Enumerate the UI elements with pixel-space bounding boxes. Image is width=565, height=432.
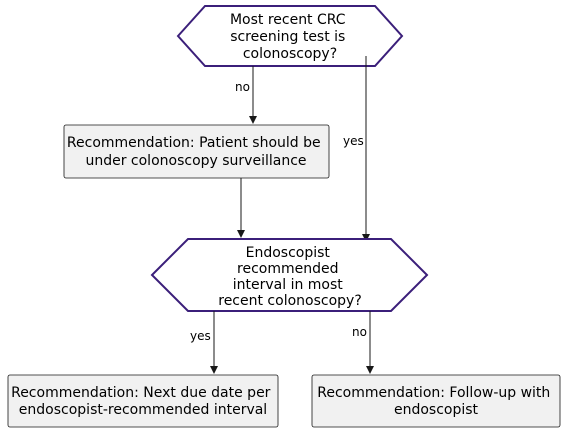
decision-colonoscopy-line-3: colonoscopy? [243,46,337,62]
svg-text:Recommendation: Follow-up with: Recommendation: Follow-up with endoscopi… [317,385,555,418]
edge-label-d1-yes: yes [343,134,364,148]
edge-label-d1-no: no [235,80,250,94]
svg-text:Endoscopist recommended: Endoscopist recommended interval in most… [218,245,362,309]
svg-text:Recommendation: Next due date: Recommendation: Next due date per endosc… [11,385,275,418]
svg-text:Most recent CRC screenin: Most recent CRC screening test is colono… [230,12,350,62]
recommendation-follow-up-line-2: endoscopist [394,402,479,418]
recommendation-next-due: Recommendation: Next due date per endosc… [7,374,279,428]
decision-interval-line-3: interval in most [233,277,344,293]
recommendation-surveillance: Recommendation: Patient should be under … [63,124,330,179]
recommendation-follow-up: Recommendation: Follow-up with endoscopi… [311,374,561,428]
edge-d2-no: no [352,311,374,374]
recommendation-next-due-line-1: Recommendation: Next due date per [11,385,271,401]
decision-colonoscopy: Most recent CRC screening test is colono… [176,5,404,67]
svg-text:Recommendation: Patient should: Recommendation: Patient should be under … [67,135,325,169]
edge-d1-no: no [235,66,257,124]
edge-label-d2-yes: yes [190,329,211,343]
recommendation-follow-up-line-1: Recommendation: Follow-up with [317,385,550,401]
recommendation-surveillance-line-2: under colonoscopy surveillance [85,153,306,169]
edge-d1-yes: yes [343,56,370,242]
edge-surveillance-to-d2 [237,178,245,238]
decision-colonoscopy-line-1: Most recent CRC [230,12,346,28]
edge-d2-yes: yes [190,311,218,374]
decision-interval-line-1: Endoscopist [246,245,331,261]
edge-label-d2-no: no [352,325,367,339]
decision-interval-line-4: recent colonoscopy? [218,293,362,309]
decision-interval-line-2: recommended [237,261,338,277]
recommendation-surveillance-line-1: Recommendation: Patient should be [67,135,321,151]
decision-colonoscopy-line-2: screening test is [230,29,345,45]
decision-interval: Endoscopist recommended interval in most… [150,238,429,312]
recommendation-next-due-line-2: endoscopist-recommended interval [19,402,267,418]
